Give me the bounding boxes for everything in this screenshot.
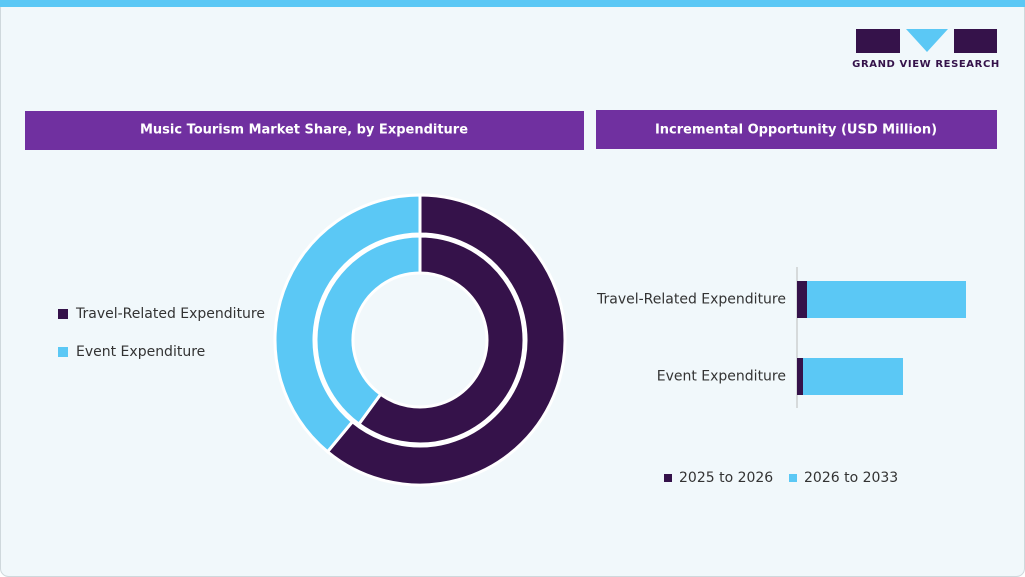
chart-title: Music Tourism Market Share, by Expenditu…: [140, 123, 468, 138]
legend-label: Travel-Related Expenditure: [75, 306, 265, 322]
legend-label: 2026 to 2033: [804, 470, 898, 486]
logo-text: GRAND VIEW RESEARCH: [852, 59, 1000, 70]
legend-label: 2025 to 2026: [679, 470, 773, 486]
panel-header: [596, 110, 997, 149]
logo-block: [856, 29, 900, 53]
donut-segment: [273, 193, 422, 454]
legend-swatch: [58, 309, 68, 319]
legend-label: Event Expenditure: [76, 344, 205, 360]
legend-swatch: [664, 474, 672, 482]
donut-segment: [356, 234, 526, 446]
logo-block: [954, 29, 997, 53]
bar: [797, 358, 803, 395]
legend-swatch: [789, 474, 797, 482]
bar: [803, 358, 903, 395]
donut-segment: [325, 193, 567, 487]
category-label: Travel-Related Expenditure: [596, 292, 786, 308]
logo-block: [906, 29, 948, 52]
chart-title: Incremental Opportunity (USD Million): [655, 123, 937, 138]
category-label: Event Expenditure: [657, 369, 786, 385]
logo: GRAND VIEW RESEARCH: [852, 29, 1000, 70]
top-bar: [0, 0, 1025, 7]
bar: [807, 281, 966, 318]
legend-swatch: [58, 347, 68, 357]
bar: [797, 281, 807, 318]
donut-segment: [314, 234, 422, 427]
panel-header: [25, 111, 584, 150]
